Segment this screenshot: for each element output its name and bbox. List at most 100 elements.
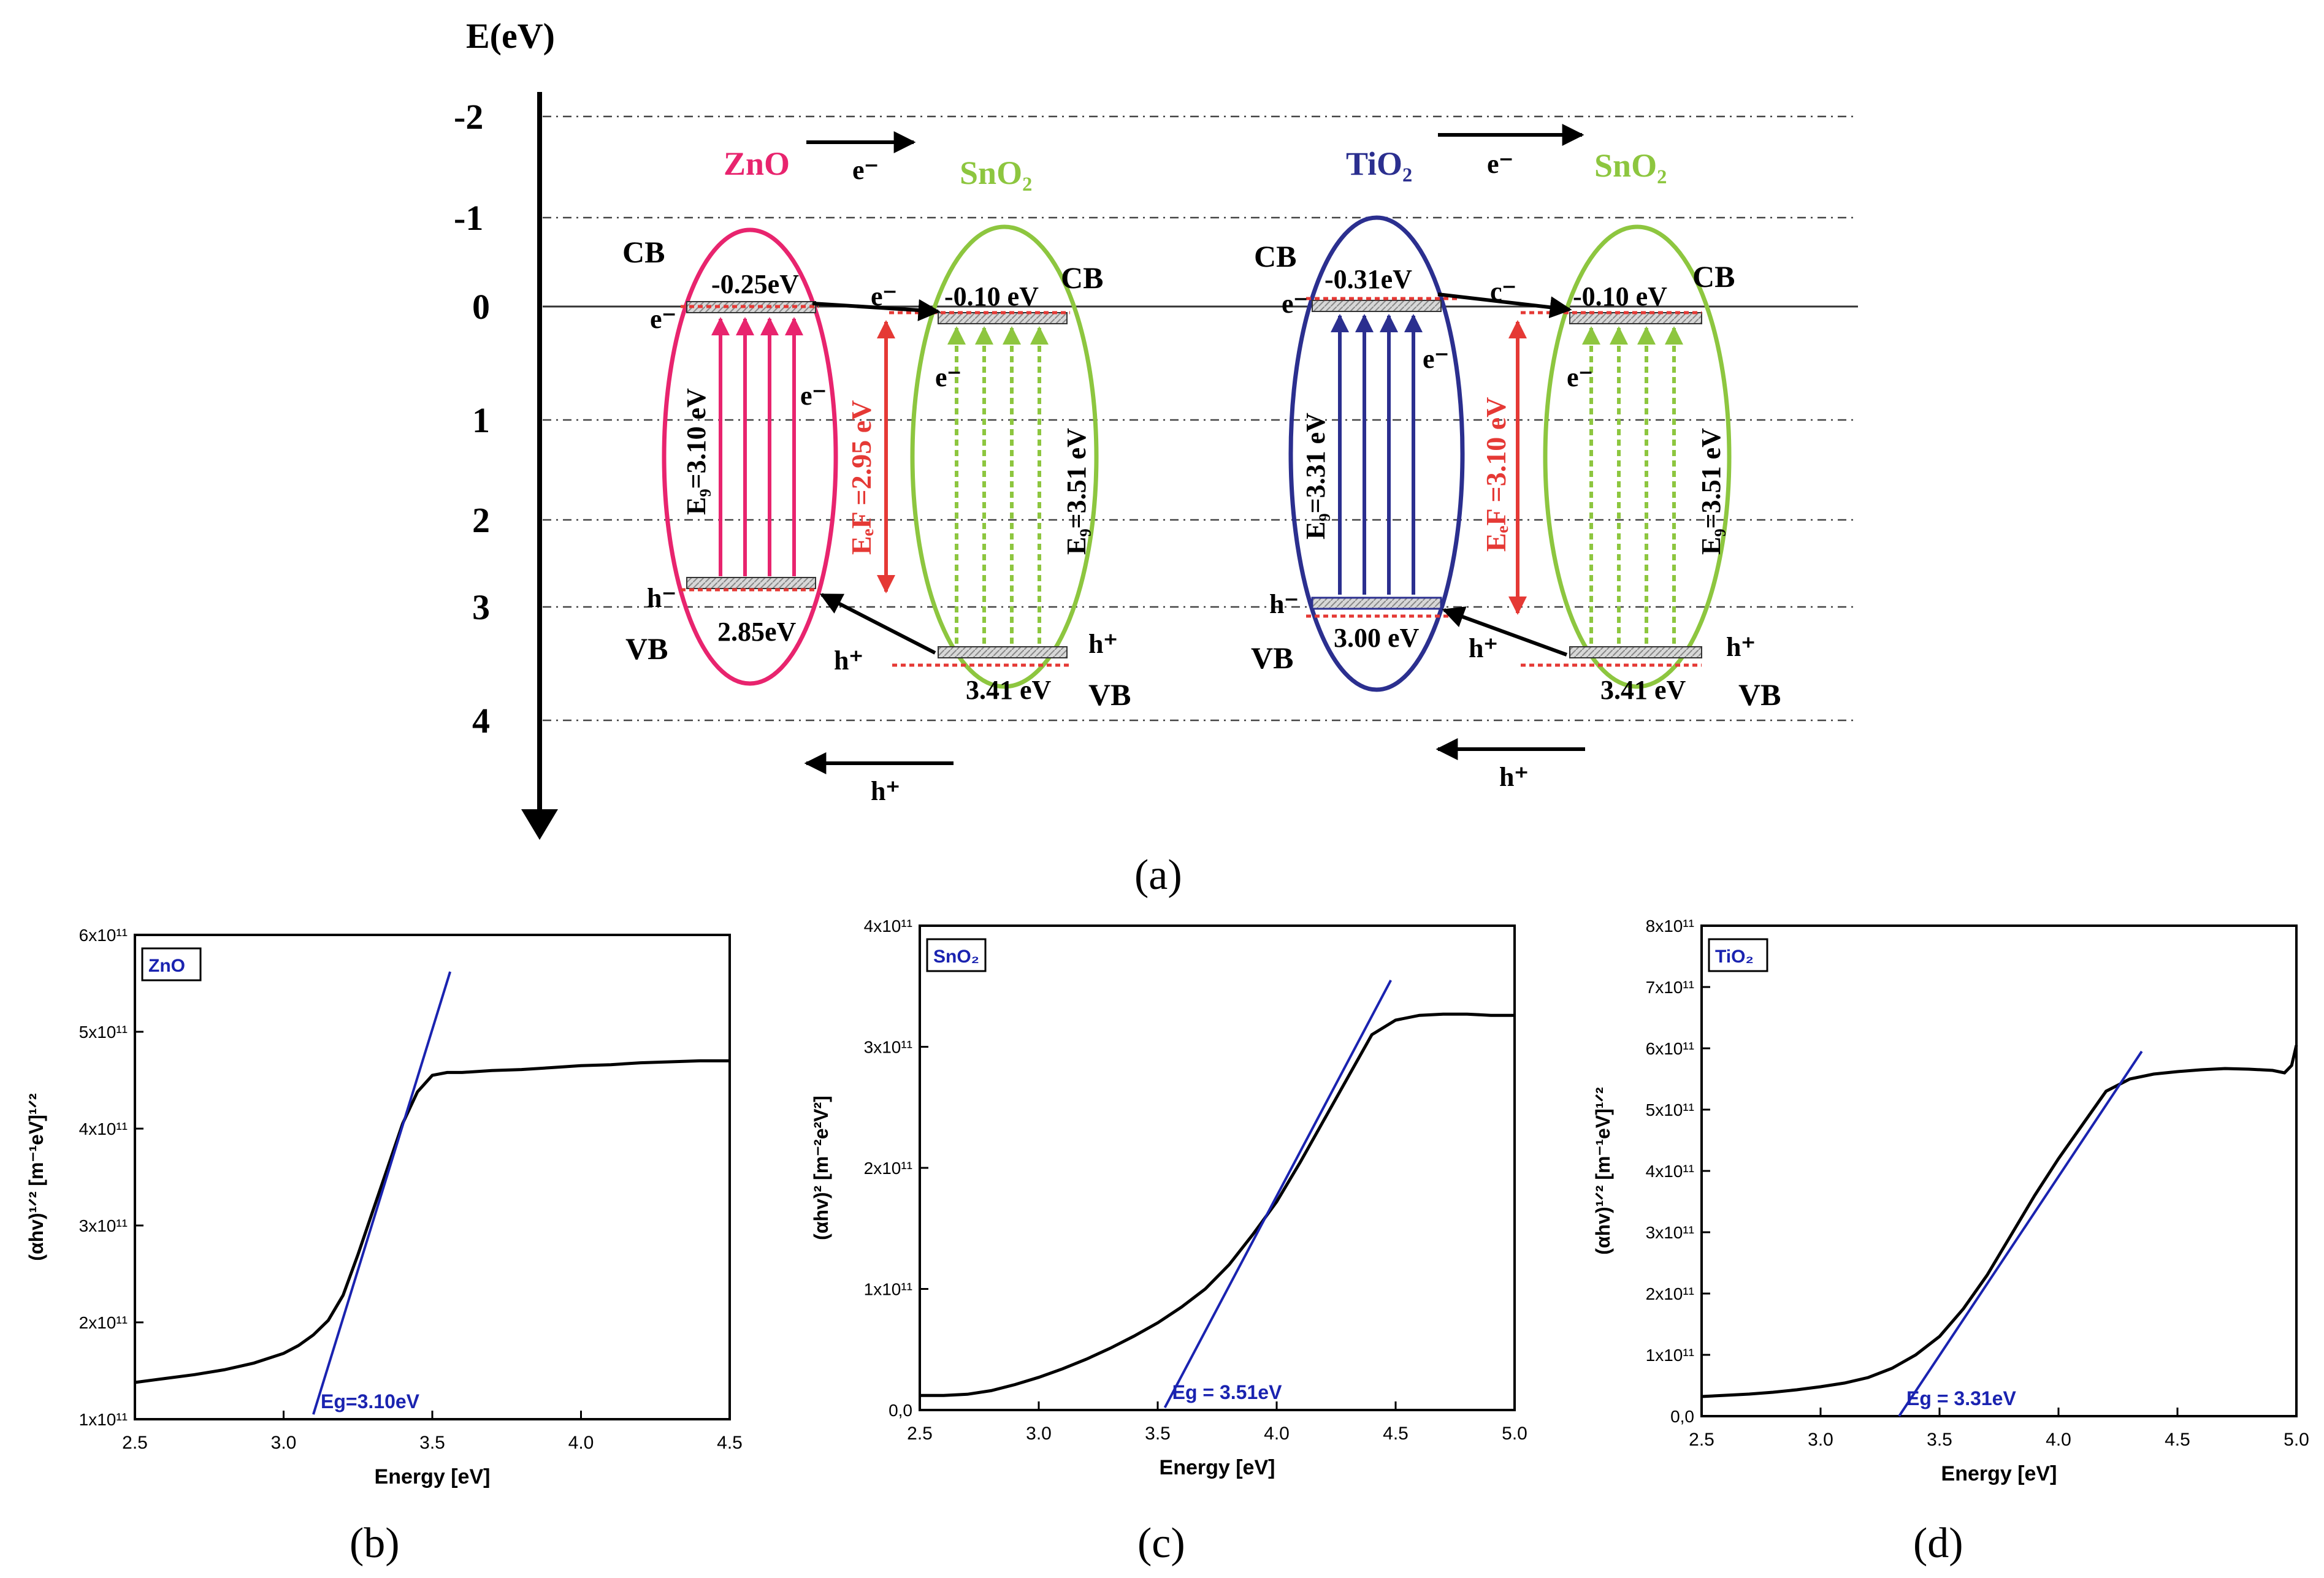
sno2-vb-carrier: h⁺ [1088,629,1118,659]
sno2-vb-bar [1569,646,1702,658]
tio2-vb-bar [1311,597,1442,610]
cb-electron-transfer [1437,292,1572,319]
y-tick-label: 2x10¹¹ [1646,1284,1694,1303]
chart-title: SnO₂ [933,947,979,967]
zno-excitation-arrows [711,317,803,576]
tick-label: 4 [472,701,490,741]
x-tick-label: 4.5 [1383,1424,1409,1444]
tick-label: 0 [472,287,490,327]
tio2-side-carrier: e⁻ [1423,344,1449,374]
zno-cb-value: -0.25eV [711,269,799,299]
tio2-cb-value: -0.31eV [1324,264,1412,294]
tio2-cb-bar [1312,300,1442,312]
electron-label: e⁻ [1487,149,1513,179]
sno2-vb-value: 3.41 eV [966,675,1052,705]
x-tick-label: 5.0 [1502,1424,1527,1444]
x-tick-label: 4.0 [2046,1430,2071,1450]
sno2-vb-label: VB [1088,677,1131,712]
x-tick-label: 2.5 [122,1433,148,1453]
tio2-vb-value: 3.00 eV [1334,623,1420,653]
band-diagram: E(eV) -2 -1 0 1 2 3 4 ZnO e⁻ SnO₂ [454,16,1858,899]
hole-transfer-label: h⁺ [834,646,863,676]
series-absorption [920,1012,1515,1397]
y-tick-label: 7x10¹¹ [1646,978,1694,997]
x-tick-label: 2.5 [1689,1430,1714,1450]
plot-frame [134,934,731,1420]
x-tick-label: 3.0 [271,1433,297,1453]
tick-label: -2 [454,97,483,137]
zno-cb-carrier: e⁻ [650,304,676,334]
zno-sno2-pair: ZnO e⁻ SnO₂ CB -0.25eV e⁻ e⁻ E₉=3.10 eV … [622,131,1131,806]
y-tick-label: 2x10¹¹ [864,1159,912,1178]
tio2-cb-carrier: e⁻ [1282,289,1308,319]
fermi-gap-label: EₑF =2.95 eV [846,400,877,555]
y-axis-label: (αhv)² [m⁻²e²V²] [810,1096,832,1240]
x-tick-label: 3.5 [419,1433,445,1453]
sno2-side-carrier: e⁻ [1567,362,1593,392]
x-axis-label: Energy [eV] [375,1465,491,1488]
vb-hole-transfer [1442,606,1568,657]
y-axis-label: (αhv)¹ᐟ² [m⁻¹eV]¹ᐟ² [25,1093,47,1260]
tick-label: -1 [454,198,483,238]
tick-label: 3 [472,587,490,627]
panel-label-a: (a) [1134,852,1182,899]
y-tick-label: 4x10¹¹ [1646,1162,1694,1181]
panel-label-d: (d) [1913,1520,1963,1567]
y-tick-label: 1x10¹¹ [79,1410,128,1429]
y-tick-label: 6x10¹¹ [1646,1039,1694,1058]
sno2-vb-bar [938,646,1068,658]
series-fit [1163,979,1392,1409]
sno2-excitation-arrows [947,326,1049,644]
x-axis-label: Energy [eV] [1941,1462,2057,1485]
tio2-vb-label: VB [1251,641,1293,675]
x-tick-label: 4.5 [2165,1430,2190,1450]
x-axis-label: Energy [eV] [1160,1456,1275,1479]
hole-transfer-label: h⁺ [1469,633,1498,663]
legend-box [1708,938,1768,972]
electron-label: e⁻ [852,155,879,185]
chart-sno2: 2.5 3.0 3.5 4.0 4.5 5.0 0,0 1x10¹¹ 2x10¹¹ 3x10¹¹ 4… [810,917,1527,1479]
vb-hole-transfer [819,593,936,655]
x-tick-label: 3.0 [1808,1430,1833,1450]
sno2-vb-carrier: h⁺ [1726,632,1756,662]
y-tick-label: 8x10¹¹ [1646,917,1694,936]
zno-bandgap-label: E₉=3.10 eV [681,388,711,515]
legend-box [141,947,202,981]
sno2-ellipse-left [910,224,1099,689]
x-tick-label: 5.0 [2284,1430,2309,1450]
energy-tick-labels: -2 -1 0 1 2 3 4 [454,97,490,741]
x-tick-label: 4.0 [1264,1424,1290,1444]
zno-vb-bar [686,577,816,589]
sno2-bandgap-label: E₉=3.51 eV [1061,428,1091,555]
eg-annotation: Eg = 3.51eV [1172,1381,1282,1403]
series-fit [1898,1050,2143,1417]
sno2-cb-value: -0.10 eV [1573,281,1667,311]
y-tick-label: 0,0 [1670,1407,1694,1426]
sno2-vb-value: 3.41 eV [1600,675,1686,705]
hole-flow-label: h⁺ [1499,762,1529,792]
tio2-bandgap-label: E₉=3.31 eV [1301,413,1331,539]
chart-tio2: 2.5 3.0 3.5 4.0 4.5 5.0 0,0 1x10¹¹ 2x10¹¹ 3x10¹¹ 4… [1592,917,2309,1485]
y-tick-label: 0,0 [889,1401,912,1420]
energy-axis-title: E(eV) [466,16,555,56]
zno-ellipse [662,227,838,686]
series-absorption [1701,1045,2298,1398]
zno-vb-carrier: h⁻ [647,583,676,613]
tio2-sno2-pair: TiO₂ e⁻ SnO₂ CB -0.31eV e⁻ e⁻ E₉=3.31 eV… [1251,124,1781,792]
x-tick-label: 3.5 [1927,1430,1952,1450]
hole-flow-label: h⁺ [871,776,900,806]
y-axis-label: (αhv)¹ᐟ² [m⁻¹eV]¹ᐟ² [1592,1087,1614,1254]
series-fit [312,971,452,1415]
chart-title: TiO₂ [1715,947,1754,967]
panel-label-b: (b) [350,1520,400,1567]
y-tick-label: 2x10¹¹ [79,1313,128,1332]
panel-label-c: (c) [1137,1520,1185,1567]
chart-zno: 2.5 3.0 3.5 4.0 4.5 1x10¹¹ 2x10¹¹ 3x10¹¹ 4x10¹¹ 5… [25,926,743,1488]
y-tick-label: 1x10¹¹ [864,1280,912,1299]
zno-cb-label: CB [622,235,665,269]
sno2-cb-bar [1569,312,1702,324]
sno2-vb-label: VB [1738,677,1781,712]
tick-label: 1 [472,400,490,440]
fermi-gap-label: EₑF =3.10 eV [1480,397,1512,552]
